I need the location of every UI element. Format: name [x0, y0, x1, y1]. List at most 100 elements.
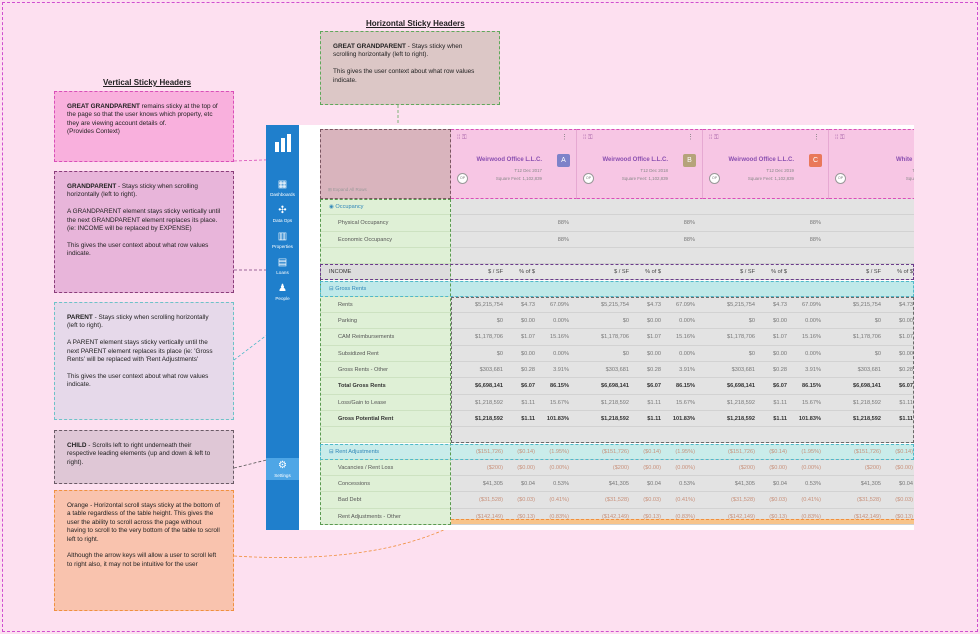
cell-value: (0.00%) [549, 464, 569, 471]
drag-handle-icon[interactable]: ⁞⁞ ⚿ [709, 135, 719, 141]
sticky-horizontal-scrollbar[interactable] [451, 519, 914, 524]
drag-handle-icon[interactable]: ⁞⁞ ⚿ [457, 135, 467, 141]
op-icon[interactable]: OP [835, 173, 846, 184]
cell-value: 0.53% [897, 476, 914, 492]
cell-value: $1.11 [899, 399, 913, 406]
row-label: Loss/Gain to Lease [320, 394, 451, 411]
cell-value: $1,218,592 [727, 399, 755, 406]
cell-value: 88% [809, 220, 821, 227]
cell-value: $0.28 [899, 367, 913, 373]
period-label: T12 Dec 2017 [514, 168, 542, 173]
cell-value: $0 [874, 318, 881, 325]
cell-value: ($142,149) [727, 513, 755, 520]
row-label: Concessions [320, 476, 451, 493]
cell-value: (1.95%) [675, 448, 695, 455]
op-icon[interactable]: OP [709, 173, 720, 184]
cell-value: $1.07 [773, 334, 787, 341]
cell-value: (0.83%) [801, 513, 821, 520]
cell-value: 88% [557, 236, 569, 243]
cell-value: ($200) [864, 464, 881, 471]
cell-value: $0.00 [899, 350, 913, 357]
row-values: 88% 88% 88% 88% [451, 231, 914, 248]
cell-value: ($31,528) [857, 497, 881, 504]
cell-value: 86.15% [550, 383, 569, 390]
cell-value: $ / SF [614, 269, 629, 276]
nav-loans[interactable]: ▤ Loans [276, 257, 289, 276]
cell-value: $0.00 [773, 318, 787, 325]
cell-value: $1.11 [899, 415, 913, 422]
cell-value: $ / SF [740, 269, 755, 276]
cell-value: $1,218,592 [475, 415, 503, 422]
cell-value: ($200) [738, 464, 755, 471]
more-menu-icon[interactable]: ⋮ [687, 134, 694, 141]
scenario-badge: B [683, 154, 696, 167]
drag-handle-icon[interactable]: ⁞⁞ ⚿ [835, 135, 845, 141]
cell-value: ($0.14) [517, 448, 535, 455]
drag-handle-icon[interactable]: ⁞⁞ ⚿ [583, 135, 593, 141]
cell-value: 15.67% [802, 399, 821, 406]
cell-value: ($0.00) [517, 464, 535, 471]
sidebar: ▦ Dashboards ✣ Data Ops ▥ Properties ▤ Loans… [266, 125, 299, 530]
cell-value: (0.83%) [675, 513, 695, 520]
row-values: $1,178,706 $1.07 15.16% $1,178,706 $1.07 15.1… [451, 329, 914, 346]
cell-value: $0.04 [773, 481, 787, 488]
cell-value: ($31,528) [479, 497, 503, 504]
cell-value: ($31,528) [731, 497, 755, 504]
cell-value: (0.00%) [801, 464, 821, 471]
row-values: ($31,528) ($0.03) (0.41%) ($31,528) ($0.03)(… [451, 492, 914, 509]
period-label: T12 [912, 168, 914, 173]
row-label: Economic Occupancy [320, 231, 451, 248]
cell-value: 15.67% [550, 399, 569, 406]
cell-value: $ / SF [866, 269, 881, 276]
cell-value: $41,305 [608, 481, 629, 488]
cell-value: $1.11 [521, 399, 535, 406]
note-grandparent: GRANDPARENT - Stays sticky when scrollin… [54, 171, 234, 293]
cell-value: $5,215,754 [475, 301, 503, 308]
nav-settings[interactable]: ⚙ Settings [266, 458, 299, 480]
cell-value: 0.00% [805, 350, 821, 357]
square-feet-label: Square Feet: 1,102,839 [621, 176, 668, 181]
nav-properties[interactable]: ▥ Properties [272, 231, 293, 250]
cell-value: 0.00% [805, 318, 821, 325]
cell-value: $6,698,141 [601, 383, 629, 390]
cell-value: $0.00 [773, 350, 787, 357]
period-label: T12 Dec 2019 [766, 168, 794, 173]
cell-value: $4.73 [899, 301, 913, 308]
settings-icon: ⚙ [278, 460, 287, 471]
cell-value: $1,218,592 [601, 415, 629, 422]
cell-value: $0.28 [521, 367, 535, 373]
cell-value: $0 [622, 318, 629, 325]
cell-value: $41,305 [860, 481, 881, 488]
row-label: Vacancies / Rent Loss [320, 459, 451, 477]
cell-value: 88% [683, 236, 695, 243]
period-label: T12 Dec 2018 [640, 168, 668, 173]
nav-people[interactable]: ♟ People [275, 283, 290, 302]
cell-value: $303,681 [605, 367, 629, 373]
row-values: $303,681 $0.28 3.91% $303,681 $0.28 3.91% $303… [451, 362, 914, 379]
data-ops-icon: ✣ [278, 205, 287, 216]
loans-icon: ▤ [277, 257, 288, 268]
more-menu-icon[interactable]: ⋮ [813, 134, 820, 141]
people-icon: ♟ [278, 283, 287, 294]
cell-value: $1,178,706 [727, 334, 755, 341]
horizontal-headers-title: Horizontal Sticky Headers [366, 19, 465, 28]
row-values: $6,698,141 $6.07 86.15% $6,698,141 $6.07 86.1… [451, 378, 914, 395]
app-window: ▦ Dashboards ✣ Data Ops ▥ Properties ▤ Loans… [266, 125, 914, 530]
cell-value: $1,218,592 [727, 415, 755, 422]
cell-value: 0.00% [553, 350, 569, 357]
cell-value: $4.73 [647, 301, 661, 308]
op-icon[interactable]: OP [457, 173, 468, 184]
row-label[interactable]: ◉ Occupancy [320, 199, 451, 216]
expand-all-rows-button[interactable]: ⊞ Expand All Rows [328, 187, 367, 192]
more-menu-icon[interactable]: ⋮ [561, 134, 568, 141]
op-icon[interactable]: OP [583, 173, 594, 184]
cell-value: $1,218,592 [601, 399, 629, 406]
cell-value: 101.83% [546, 415, 569, 422]
nav-data-ops[interactable]: ✣ Data Ops [272, 205, 293, 224]
cell-value: $0.04 [647, 481, 661, 488]
cell-value: $1.11 [773, 415, 787, 422]
nav-dashboards[interactable]: ▦ Dashboards [270, 179, 295, 198]
cell-value: 88% [897, 215, 914, 231]
property-name: Weirwood Office L.L.C. [602, 157, 668, 163]
